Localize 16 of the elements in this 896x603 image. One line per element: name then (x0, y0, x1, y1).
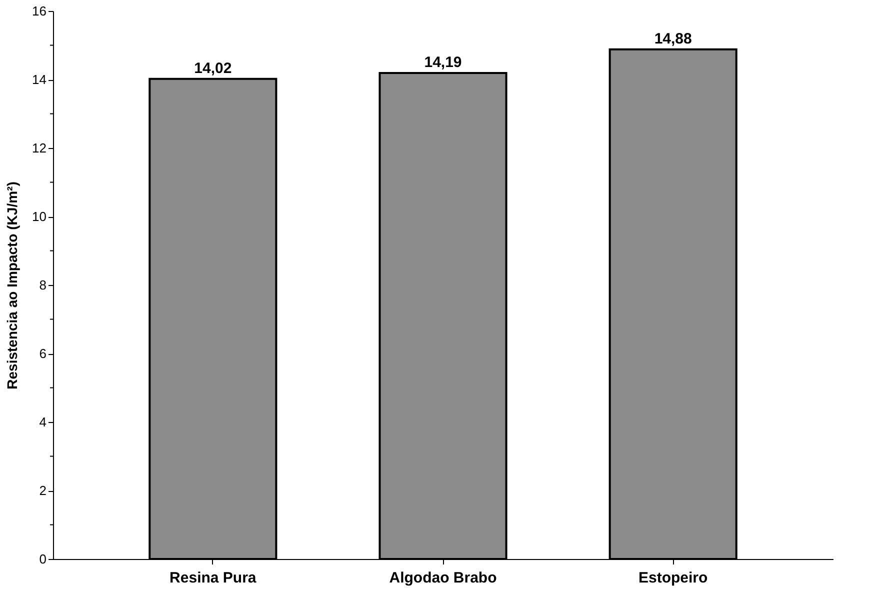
x-tick-label: Estopeiro (638, 570, 708, 586)
y-tick-label: 8 (39, 278, 46, 292)
x-tick-label: Resina Pura (170, 570, 257, 586)
data-label: 14,02 (194, 60, 232, 77)
data-label: 14,19 (424, 54, 462, 71)
y-tick-label: 6 (39, 346, 46, 361)
y-tick-label: 16 (32, 4, 46, 18)
y-axis-title: Resistencia ao Impacto (KJ/m²) (4, 182, 20, 390)
y-tick-label: 10 (32, 209, 46, 224)
y-tick-label: 14 (32, 72, 46, 87)
x-tick-label: Algodao Brabo (389, 570, 497, 586)
data-label: 14,88 (654, 30, 692, 48)
y-tick-label: 2 (39, 483, 46, 498)
y-tick-label: 0 (39, 552, 46, 566)
y-tick-label: 12 (32, 140, 46, 156)
y-tick-label: 4 (39, 414, 46, 430)
